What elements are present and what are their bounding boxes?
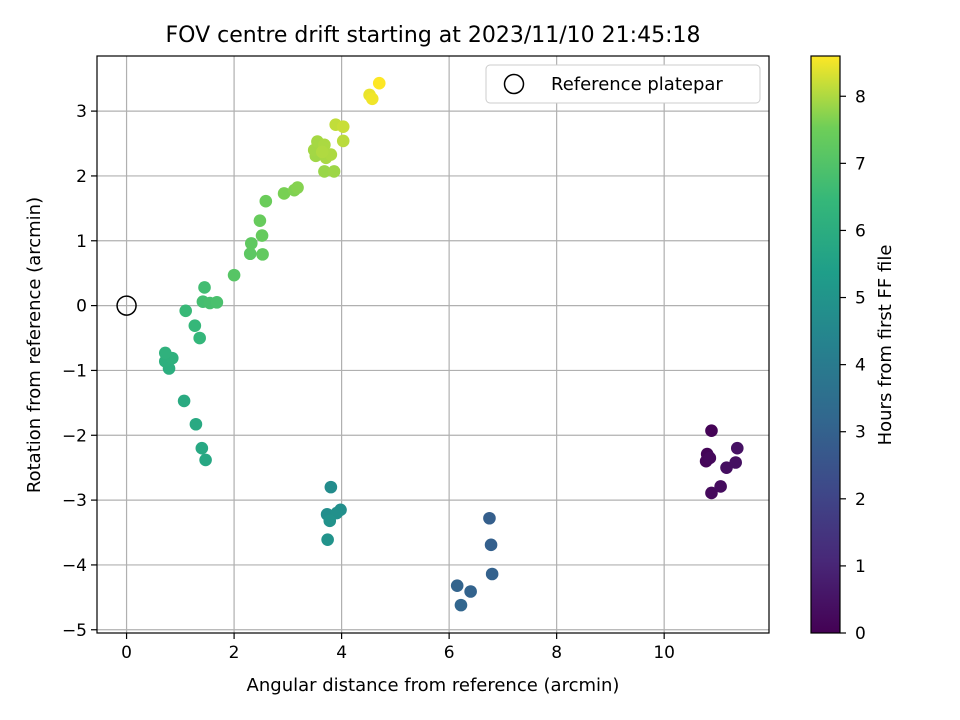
grid-lines (97, 56, 769, 633)
scatter-point (244, 237, 258, 250)
scatter-point (243, 247, 257, 261)
scatter-point (315, 145, 329, 159)
legend-box (485, 64, 761, 104)
scatter-point (318, 165, 331, 178)
scatter-point (323, 514, 337, 528)
scatter-point (705, 486, 718, 500)
y-tick-label: −5 (62, 621, 87, 641)
colorbar-tick-label: 3 (855, 423, 866, 443)
scatter-point (464, 585, 477, 598)
x-tick-label: 4 (336, 643, 347, 663)
scatter-point (720, 461, 733, 474)
scatter-point (193, 331, 206, 345)
x-tick-label: 6 (444, 643, 455, 663)
colorbar: 0 1 2 3 4 5 6 7 8 Hours from first FF file (810, 55, 896, 644)
scatter-point (365, 92, 379, 106)
scatter-point (259, 194, 273, 208)
scatter-point (177, 394, 191, 408)
x-tick-label: 0 (121, 643, 132, 663)
scatter-point (188, 319, 202, 332)
legend: Reference platepar (485, 64, 761, 104)
scatter-point (336, 134, 350, 148)
colorbar-tick-label: 2 (855, 490, 866, 510)
plot-frame (96, 55, 770, 634)
y-tick-label: 3 (76, 102, 87, 122)
scatter-point (199, 453, 212, 467)
scatter-point (703, 451, 717, 465)
scatter-point (324, 480, 338, 494)
colorbar-tick-label: 1 (855, 557, 866, 577)
x-tick-label: 8 (551, 643, 562, 663)
scatter-point (253, 214, 267, 227)
scatter-point (321, 533, 334, 546)
scatter-point (336, 120, 350, 133)
colorbar-ticks: 0 1 2 3 4 5 6 7 8 (840, 87, 866, 644)
scatter-point (714, 480, 727, 493)
colorbar-tick-label: 0 (855, 624, 866, 644)
scatter-point (372, 76, 386, 90)
colorbar-tick-label: 4 (855, 356, 866, 376)
x-axis-label: Angular distance from reference (arcmin) (247, 675, 620, 696)
y-tick-label: −4 (62, 556, 87, 576)
scatter-point (189, 417, 203, 431)
reference-platepar-marker (116, 295, 137, 316)
axis-ticks: 0 2 4 6 8 10 −5 −4 −3 −2 −1 0 1 2 3 (62, 102, 675, 663)
x-tick-label: 10 (653, 643, 675, 663)
y-tick-label: 2 (76, 167, 87, 187)
scatter-point (256, 248, 269, 261)
scatter-point (291, 181, 304, 194)
scatter-point (195, 441, 209, 455)
y-tick-label: 1 (76, 232, 87, 252)
colorbar-tick-label: 5 (855, 289, 866, 309)
y-tick-label: −1 (62, 361, 87, 381)
scatter-point (210, 296, 224, 309)
data-points (116, 76, 744, 612)
colorbar-tick-label: 6 (855, 221, 866, 241)
scatter-point (454, 598, 468, 612)
colorbar-gradient (810, 55, 841, 634)
y-axis-label: Rotation from reference (arcmin) (24, 197, 45, 493)
scatter-point (327, 165, 341, 178)
chart-title: FOV centre drift starting at 2023/11/10 … (166, 23, 701, 48)
legend-marker (503, 73, 525, 95)
colorbar-tick-label: 8 (855, 87, 866, 107)
scatter-point (483, 511, 496, 525)
scatter-point (158, 346, 172, 360)
colorbar-label: Hours from first FF file (875, 245, 896, 446)
scatter-point (277, 187, 291, 200)
colorbar-tick-label: 7 (855, 154, 866, 174)
scatter-point (255, 229, 269, 242)
y-tick-label: −3 (62, 491, 87, 511)
legend-label: Reference platepar (551, 74, 723, 95)
scatter-point (179, 304, 193, 318)
y-tick-label: 0 (76, 297, 87, 317)
y-tick-label: −2 (62, 426, 87, 446)
x-tick-label: 2 (229, 643, 240, 663)
scatter-point (198, 281, 211, 294)
scatter-point (705, 424, 718, 438)
scatter-point (484, 538, 498, 552)
scatter-point (450, 579, 464, 592)
scatter-point (227, 268, 241, 282)
scatter-point (729, 456, 742, 469)
scatter-point (485, 567, 499, 581)
scatter-point (730, 441, 744, 455)
